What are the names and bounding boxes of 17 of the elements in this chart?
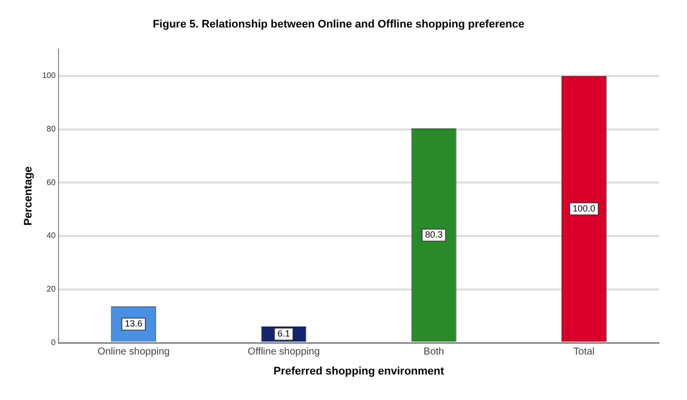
y-tick-label: 80	[46, 124, 56, 134]
x-tick-label: Offline shopping	[248, 346, 320, 358]
y-tick-label: 40	[46, 231, 56, 240]
data-label: 80.3	[425, 230, 443, 240]
chart-title: Figure 5. Relationship between Online and Offline shopping preference	[152, 18, 524, 31]
data-label: 13.6	[124, 318, 142, 329]
x-tick-label: Online shopping	[97, 346, 170, 358]
data-label: 100.0	[572, 203, 596, 214]
y-tick-label: 100	[42, 71, 56, 80]
y-tick-label: 20	[46, 284, 56, 294]
y-tick-label: 60	[46, 178, 56, 187]
x-tick-label: Both	[424, 346, 444, 358]
data-label: 6.1	[277, 328, 290, 339]
y-axis-title: Percentage	[22, 166, 35, 226]
x-axis-title: Preferred shopping environment	[274, 365, 444, 378]
y-tick-label: 0	[51, 338, 56, 348]
x-tick-label: Total	[573, 346, 595, 358]
